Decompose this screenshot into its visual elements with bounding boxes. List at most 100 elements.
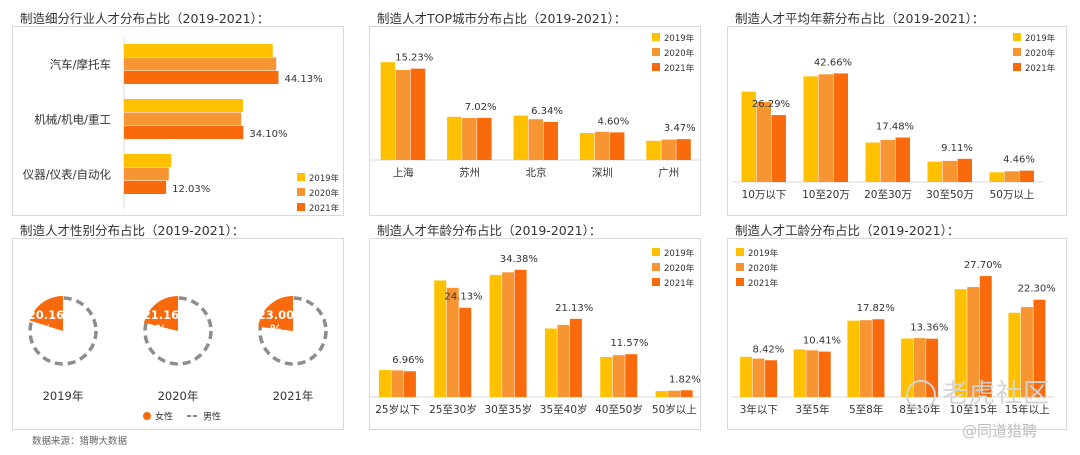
legend-label-2020: 2020年 bbox=[748, 263, 779, 274]
bar-tenure-2020-0 bbox=[752, 358, 765, 397]
data-label-age-1: 24.13% bbox=[444, 292, 482, 303]
bar-tenure-2020-4 bbox=[967, 287, 980, 397]
male-ring-1 bbox=[143, 296, 213, 366]
bar-age-2019-0 bbox=[378, 369, 391, 397]
bar-tenure-2021-2 bbox=[872, 319, 885, 397]
bar-age-2021-3 bbox=[569, 318, 582, 397]
bar-age-2019-1 bbox=[434, 280, 447, 397]
legend-label-2019: 2019年 bbox=[309, 173, 340, 184]
bar-tenure-2019-1 bbox=[793, 349, 806, 397]
watermark-main: 老虎社区 bbox=[906, 373, 1050, 410]
data-label-city-4: 3.47% bbox=[664, 123, 696, 134]
legend-label-2019: 2019年 bbox=[664, 33, 695, 44]
bar-industry-2019-1 bbox=[124, 99, 243, 112]
legend-swatch-2021 bbox=[297, 203, 305, 211]
male-ring-0 bbox=[28, 296, 98, 366]
bar-age-2020-2 bbox=[502, 272, 515, 397]
legend-label-2019: 2019年 bbox=[664, 248, 695, 259]
tick-label-salary-1: 10至20万 bbox=[802, 189, 850, 201]
legend-label-2020: 2020年 bbox=[664, 48, 695, 59]
female-label-value-1: 21.16 bbox=[143, 308, 179, 322]
data-label-age-0: 6.96% bbox=[392, 355, 424, 366]
bar-tenure-2021-4 bbox=[979, 276, 992, 397]
legend-swatch-2019 bbox=[297, 173, 305, 181]
panel-city: 15.23% 上海 7.02% 苏州 6.34% 北京 4.60% 深圳 3.47% 广州 2019… bbox=[369, 26, 702, 216]
tick-label-industry-1: 机械/机电/重工 bbox=[34, 112, 111, 126]
panel-tenure: 8.42% 3年以下 10.41% 3至5年 17.82% 5至8年 13.36% 8至10年… bbox=[727, 238, 1067, 430]
bar-tenure-2021-1 bbox=[818, 351, 831, 397]
tick-label-age-4: 40至50岁 bbox=[595, 403, 643, 416]
bar-industry-2020-2 bbox=[124, 167, 169, 181]
bar-salary-2021-3 bbox=[957, 158, 972, 182]
bar-salary-2020-3 bbox=[942, 160, 957, 182]
tick-label-tenure-4: 10至15年 bbox=[950, 403, 998, 416]
female-label-1: 21.16% bbox=[143, 308, 179, 336]
female-label-value-0: 20.16 bbox=[28, 308, 64, 322]
legend-label-2021: 2021年 bbox=[664, 278, 695, 289]
tick-label-salary-2: 20至30万 bbox=[864, 189, 912, 201]
legend-label-2020: 2020年 bbox=[309, 188, 340, 199]
bar-salary-2019-0 bbox=[741, 91, 756, 182]
legend-label-2021: 2021年 bbox=[664, 63, 695, 74]
legend-swatch-2019 bbox=[1013, 33, 1021, 41]
bar-industry-2019-0 bbox=[124, 44, 273, 57]
title-salary: 制造人才平均年薪分布占比（2019-2021）： bbox=[735, 11, 985, 26]
bar-age-2021-0 bbox=[403, 371, 416, 397]
year-label-1: 2020年 bbox=[158, 389, 199, 403]
bar-city-2021-1 bbox=[477, 117, 492, 160]
panel-salary: 26.29% 10万以下 42.66% 10至20万 17.48% 20至30万 9.11%… bbox=[727, 26, 1067, 216]
data-label-salary-3: 9.11% bbox=[941, 143, 973, 154]
bar-city-2020-1 bbox=[462, 118, 477, 160]
bar-tenure-2021-0 bbox=[765, 360, 778, 397]
bar-salary-2019-3 bbox=[927, 161, 942, 182]
data-label-tenure-3: 13.36% bbox=[910, 323, 948, 334]
data-label-city-1: 7.02% bbox=[465, 102, 497, 113]
tick-label-city-0: 上海 bbox=[393, 166, 414, 179]
title-tenure: 制造人才工龄分布占比（2019-2021）： bbox=[735, 223, 960, 238]
data-label-city-0: 15.23% bbox=[395, 53, 433, 64]
female-label-unit-0: % bbox=[40, 322, 52, 336]
bar-salary-2019-4 bbox=[989, 172, 1004, 182]
tick-label-city-4: 广州 bbox=[658, 167, 679, 179]
chart-industry: 44.13% 汽车/摩托车 34.10% 机械/机电/重工 12.03% 仪器/仪表/自动… bbox=[23, 37, 340, 214]
legend-label-2019: 2019年 bbox=[1025, 33, 1056, 44]
tick-label-tenure-2: 5至8年 bbox=[849, 403, 883, 416]
tick-label-salary-4: 50万以上 bbox=[990, 189, 1035, 201]
female-slice-2 bbox=[258, 296, 293, 331]
tick-label-salary-0: 10万以下 bbox=[742, 189, 787, 201]
bar-city-2019-1 bbox=[447, 116, 462, 160]
bar-tenure-2020-2 bbox=[859, 320, 872, 397]
bar-salary-2020-0 bbox=[756, 101, 771, 182]
legend-swatch-2021 bbox=[1013, 63, 1021, 71]
female-slice-1 bbox=[144, 296, 178, 331]
data-label-city-2: 6.34% bbox=[531, 106, 563, 117]
bar-tenure-2019-5 bbox=[1008, 312, 1021, 397]
tick-label-city-1: 苏州 bbox=[459, 166, 480, 179]
legend-male-label: 男性 bbox=[203, 411, 221, 423]
data-label-age-5: 1.82% bbox=[669, 374, 701, 385]
bar-tenure-2021-5 bbox=[1033, 299, 1046, 397]
bar-salary-2021-4 bbox=[1019, 170, 1034, 182]
data-label-tenure-5: 22.30% bbox=[1018, 284, 1056, 295]
legend-swatch-2021 bbox=[652, 63, 660, 71]
tick-label-tenure-0: 3年以下 bbox=[740, 403, 778, 416]
tick-label-industry-0: 汽车/摩托车 bbox=[50, 57, 111, 71]
tick-label-city-2: 北京 bbox=[526, 166, 547, 179]
chart-city: 15.23% 上海 7.02% 苏州 6.34% 北京 4.60% 深圳 3.47% 广州 2019… bbox=[370, 33, 702, 179]
bar-city-2019-2 bbox=[513, 115, 528, 160]
legend-swatch-2019 bbox=[652, 33, 660, 41]
legend-label-2021: 2021年 bbox=[1025, 63, 1056, 74]
legend-swatch-2021 bbox=[652, 278, 660, 286]
bar-tenure-2019-4 bbox=[954, 289, 967, 397]
chart-salary: 26.29% 10万以下 42.66% 10至20万 17.48% 20至30万 9.11%… bbox=[733, 33, 1056, 201]
tick-label-city-3: 深圳 bbox=[592, 167, 613, 179]
bar-tenure-2020-5 bbox=[1020, 307, 1033, 397]
bar-industry-2020-0 bbox=[124, 57, 277, 71]
bar-tenure-2020-1 bbox=[806, 350, 819, 397]
bar-age-2019-3 bbox=[544, 328, 557, 397]
legend-label-2021: 2021年 bbox=[748, 278, 779, 289]
chart-tenure: 8.42%3年以下10.41%3至5年17.82%5至8年13.36%8至10年… bbox=[732, 248, 1056, 416]
tick-label-tenure-1: 3至5年 bbox=[795, 403, 829, 416]
data-label-industry-1: 34.10% bbox=[249, 129, 287, 140]
legend-label-2019: 2019年 bbox=[748, 248, 779, 259]
